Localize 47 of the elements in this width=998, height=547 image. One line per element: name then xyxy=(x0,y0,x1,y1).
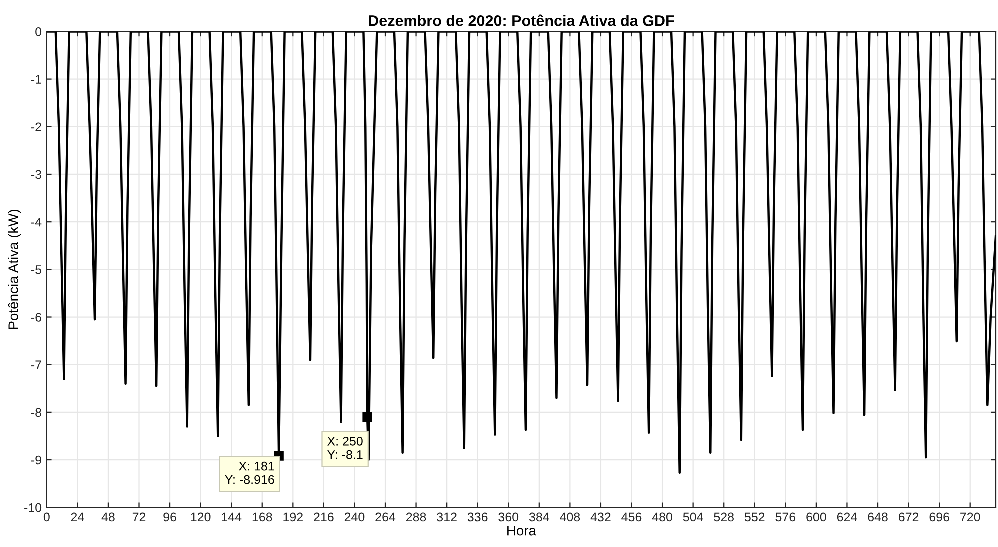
x-tick-label: 144 xyxy=(222,512,242,522)
y-tick-label: -6 xyxy=(31,313,42,322)
x-tick-label: 696 xyxy=(930,512,950,522)
y-tick-label: -5 xyxy=(31,266,42,274)
x-tick-label: 240 xyxy=(344,512,365,522)
x-tick-label: 552 xyxy=(744,512,765,522)
x-tick-label: 648 xyxy=(868,512,888,522)
x-tick-label: 48 xyxy=(102,512,115,522)
y-tick-label: -10 xyxy=(24,503,42,512)
x-tick-label: 480 xyxy=(652,512,672,522)
x-tick-label: 408 xyxy=(560,512,580,522)
x-tick-label: 264 xyxy=(376,512,396,522)
x-tick-label: 720 xyxy=(960,512,980,522)
x-tick-label: 504 xyxy=(683,512,704,522)
x-tick-label: 192 xyxy=(284,512,303,522)
annotation: X: 181 Y: -8.916 xyxy=(225,462,274,484)
x-tick-label: 384 xyxy=(529,512,550,522)
x-tick-label: 312 xyxy=(437,512,457,522)
x-tick-label: 336 xyxy=(468,512,488,522)
y-tick-label: -3 xyxy=(31,170,42,180)
x-tick-label: 288 xyxy=(406,512,426,522)
y-tick-label: -1 xyxy=(31,75,42,84)
x-tick-label: 528 xyxy=(714,512,734,522)
y-tick-label: -2 xyxy=(31,122,42,132)
y-axis-title: Potência Ativa (kW) xyxy=(8,210,22,330)
annotation: X: 250 Y: -8.1 xyxy=(328,436,363,460)
x-tick-label: 672 xyxy=(899,512,919,522)
x-axis-title: Hora xyxy=(508,526,537,536)
x-tick-label: 624 xyxy=(837,512,858,522)
chart-title: Dezembro de 2020: Potência Ativa da GDF xyxy=(369,14,674,26)
x-tick-label: 72 xyxy=(132,512,146,522)
x-tick-label: 0 xyxy=(44,512,50,522)
x-tick-label: 216 xyxy=(314,512,334,522)
x-tick-label: 168 xyxy=(252,512,272,522)
y-tick-label: -8 xyxy=(31,408,42,418)
x-tick-label: 96 xyxy=(164,512,176,522)
y-tick-label: -9 xyxy=(31,456,42,465)
y-tick-label: -4 xyxy=(31,218,42,227)
y-tick-label: 0 xyxy=(36,28,42,36)
x-tick-label: 24 xyxy=(71,512,84,522)
x-tick-label: 456 xyxy=(622,512,642,522)
x-tick-label: 360 xyxy=(498,512,519,522)
y-tick-label: -7 xyxy=(31,360,42,370)
x-tick-label: 576 xyxy=(776,512,796,522)
x-tick-label: 120 xyxy=(191,512,211,522)
x-tick-label: 600 xyxy=(806,512,826,522)
x-tick-label: 432 xyxy=(590,512,611,522)
